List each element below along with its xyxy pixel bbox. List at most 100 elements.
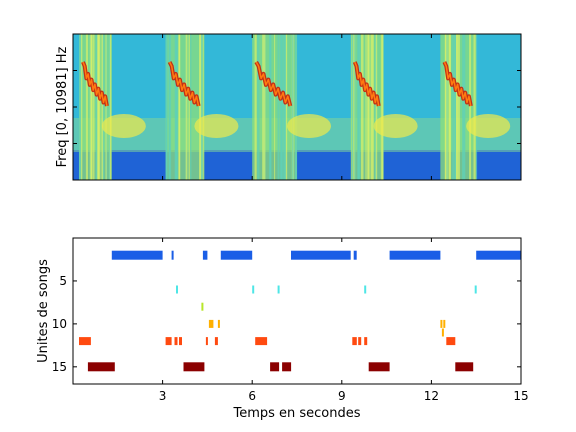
bout-streak: [455, 34, 457, 180]
unit-segment: [79, 337, 91, 346]
bout-streak: [108, 34, 110, 180]
bout-streak: [97, 34, 100, 180]
song-units-y-label: Unites de songs: [36, 259, 51, 363]
unit-segment: [202, 250, 208, 260]
spectrogram-panel: Freq [0, 10981] Hz: [55, 33, 522, 181]
unit-row: [176, 285, 477, 294]
y-tick-label: 5: [59, 274, 67, 288]
bout-streak: [375, 34, 378, 180]
spectrogram-layer: [73, 34, 521, 180]
bout-streak: [294, 34, 298, 180]
bout-streak: [380, 34, 384, 180]
bout-streak: [446, 34, 448, 180]
bout-streak: [262, 34, 264, 180]
bout-streak: [353, 34, 356, 180]
bout-streak: [185, 34, 188, 180]
bout-streak: [105, 34, 107, 180]
song-units-x-label: Temps en secondes: [232, 406, 360, 421]
bout-streak: [371, 34, 374, 180]
spectrogram-bout: [252, 34, 331, 180]
unit-segment: [440, 319, 443, 328]
unit-segment: [183, 362, 205, 372]
bout-trail: [101, 114, 146, 138]
bout-trill-highlight: [82, 61, 108, 107]
unit-segment: [352, 337, 357, 346]
x-tick-label: 3: [159, 389, 167, 403]
bout-streak: [190, 34, 192, 180]
bout-streak: [367, 34, 370, 180]
bout-trill-highlight: [255, 61, 292, 107]
song-units-frame: [72, 237, 522, 385]
bout-trail: [466, 114, 511, 138]
unit-segment: [446, 337, 456, 346]
unit-segment: [205, 337, 208, 346]
unit-segment: [358, 337, 362, 346]
bout-trail: [194, 114, 239, 138]
bout-streak: [280, 34, 283, 180]
unit-segment: [282, 362, 292, 372]
bout-streak: [109, 34, 112, 180]
bout-streak: [469, 34, 472, 180]
unit-segment: [220, 250, 253, 260]
song-units-panel: 3 6 9 12 15 5 10 15 Unites de songs Temps en se…: [36, 237, 529, 421]
bout-streak: [351, 34, 354, 180]
unit-row: [79, 337, 456, 346]
bout-streak: [257, 34, 260, 180]
unit-segment: [217, 319, 220, 328]
bout-streak: [165, 34, 168, 180]
unit-segment: [476, 250, 521, 260]
bout-streak: [80, 34, 83, 180]
bout-streak: [354, 34, 356, 180]
unit-segment: [368, 362, 390, 372]
bout-trill-highlight: [168, 61, 200, 107]
spectrogram-bout: [165, 34, 239, 180]
bout-streak: [270, 34, 272, 180]
bout-streak: [175, 34, 178, 180]
bout-trill-highlight: [354, 61, 380, 107]
unit-segment: [474, 285, 477, 294]
bout-streak: [448, 34, 451, 180]
unit-segment: [353, 250, 357, 260]
unit-segment: [277, 285, 280, 294]
bout-streak: [473, 34, 476, 180]
bout-streak: [374, 34, 377, 180]
bout-streak: [188, 34, 190, 180]
unit-segment: [171, 250, 174, 260]
bout-streak: [462, 34, 465, 180]
bout-streak: [176, 34, 179, 180]
bout-column: [165, 34, 205, 180]
bout-streak: [90, 34, 93, 180]
unit-segment: [111, 250, 163, 260]
bout-streak: [93, 34, 95, 180]
bout-streak: [451, 34, 453, 180]
bout-streak: [357, 34, 360, 180]
bout-streak: [358, 34, 361, 180]
spectrogram-ticks: [73, 34, 521, 180]
unit-segment: [201, 302, 204, 311]
bout-streak: [475, 34, 478, 180]
song-units-plot-area: [73, 238, 521, 384]
bout-streak: [101, 34, 104, 180]
bout-streak: [283, 34, 286, 180]
bout-streak: [102, 34, 105, 180]
song-units-ticks: 3 6 9 12 15 5 10 15: [52, 238, 529, 403]
bout-streak: [463, 34, 466, 180]
bout-streak: [200, 34, 203, 180]
unit-segment: [291, 250, 351, 260]
unit-segment: [174, 337, 178, 346]
unit-segment: [255, 337, 268, 346]
bout-streak: [365, 34, 367, 180]
unit-segment: [441, 328, 444, 337]
bout-streak: [277, 34, 280, 180]
bout-streak: [168, 34, 172, 180]
unit-row: [208, 319, 446, 328]
bout-streak: [274, 34, 276, 180]
spectrogram-image: [73, 34, 521, 180]
bout-trill-highlight: [443, 61, 472, 107]
y-tick-label: 15: [52, 360, 67, 374]
bout-streak: [370, 34, 373, 180]
unit-segment: [443, 319, 446, 328]
unit-segment: [252, 285, 255, 294]
unit-segment: [87, 362, 115, 372]
